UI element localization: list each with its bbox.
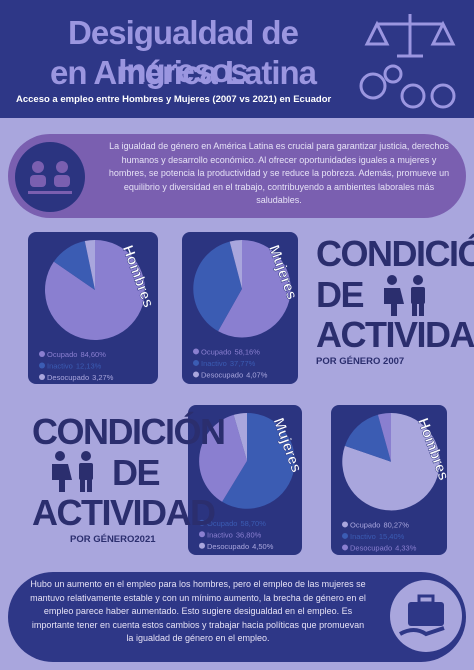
legend-entry: Ocupado 84,60%: [47, 350, 106, 359]
legend-dot: [39, 362, 45, 369]
legend-dot: [39, 351, 45, 357]
pie-slice: [344, 414, 391, 462]
legend-dot: [193, 348, 199, 355]
value-label: 80,27%: [383, 520, 409, 529]
pie-card: Hombres Ocupado 80,27% Inactivo 15,40% Desocu…: [331, 405, 447, 555]
legend-dot: [199, 519, 205, 526]
legend-dot: [342, 544, 348, 551]
heading: ACTIVIDAD: [32, 492, 216, 533]
value-label: 4,33%: [395, 543, 417, 552]
legend-dot: [342, 521, 348, 528]
intro-text: La igualdad de género en América Latina …: [108, 141, 450, 206]
briefcase-icon: [390, 580, 462, 652]
legend-entry: Ocupado 58,70%: [207, 519, 266, 528]
legend-dot: [193, 371, 199, 378]
conclusion-panel: [8, 572, 466, 662]
subtitle: Acceso a empleo entre Hombres y Mujeres …: [16, 94, 332, 105]
value-label: 15,40%: [379, 532, 405, 541]
legend-dot: [199, 542, 205, 549]
heading: DE: [112, 452, 161, 493]
heading: ACTIVIDAD: [316, 314, 474, 355]
pie-slice: [53, 241, 95, 290]
pie-slice: [218, 240, 291, 338]
value-label: 3,27%: [92, 373, 114, 382]
people-icon: [52, 451, 93, 492]
value-label: 37,77%: [230, 359, 256, 368]
value-label: 84,60%: [80, 350, 106, 359]
pie-slice: [222, 413, 295, 509]
equality-icon: [15, 142, 85, 212]
people-icon: [384, 275, 425, 316]
legend-entry: Inactivo 37,77%: [201, 359, 256, 368]
legend-dot: [39, 374, 45, 380]
legend-label: Ocupado: [201, 347, 231, 356]
pie-slice: [233, 413, 247, 461]
pie-card: Hombres Ocupado 84,60% Inactivo 12,13% Desocu…: [28, 232, 158, 384]
scales-icon: [359, 14, 456, 109]
pie-card: Mujeres Ocupado 58,16% Inactivo 37,77% Desocu…: [182, 232, 298, 384]
legend-label: Ocupado: [350, 520, 380, 529]
value-label: 12,13%: [76, 362, 102, 371]
value-label: 36,80%: [236, 530, 262, 539]
legend-label: Inactivo: [201, 359, 227, 368]
legend-label: Inactivo: [207, 530, 233, 539]
legend-label: Inactivo: [350, 532, 376, 541]
value-label: 4,50%: [252, 542, 274, 551]
heading: DE: [316, 274, 365, 315]
pie-slice: [84, 240, 95, 290]
conclusion-text: Hubo un aumento en el empleo para los ho…: [30, 579, 366, 643]
legend-dot: [199, 531, 205, 538]
legend-label: Inactivo: [47, 362, 73, 371]
title: Desigualdad de Ingresos: [68, 14, 299, 89]
legend-entry: Desocupado 3,27%: [47, 373, 114, 382]
heading: CONDICIÓN: [316, 233, 474, 274]
legend-label: Desocupado: [350, 543, 392, 552]
pie-card: Mujeres Ocupado 58,70% Inactivo 36,80% Desocu…: [188, 405, 302, 555]
legend-entry: Ocupado 80,27%: [350, 520, 409, 529]
legend-label: Desocupado: [207, 542, 249, 551]
legend-dot: [342, 532, 348, 539]
heading: CONDICIÓN: [32, 411, 226, 452]
legend-dot: [193, 359, 199, 366]
title: en América Latina: [49, 54, 317, 91]
caption: POR GÉNERO2021: [70, 534, 156, 545]
caption: POR GÉNERO 2007: [316, 356, 405, 367]
legend-entry: Desocupado 4,33%: [350, 543, 417, 552]
legend-entry: Desocupado 4,50%: [207, 542, 274, 551]
legend-entry: Desocupado 4,07%: [201, 370, 268, 379]
legend-entry: Inactivo 15,40%: [350, 532, 405, 541]
legend-entry: Inactivo 12,13%: [47, 362, 102, 371]
legend-label: Ocupado: [47, 350, 77, 359]
legend-label: Ocupado: [207, 519, 237, 528]
value-label: 58,16%: [234, 347, 260, 356]
legend-entry: Ocupado 58,16%: [201, 347, 260, 356]
pie-slice: [199, 414, 247, 502]
header: [0, 0, 474, 118]
value-label: 58,70%: [240, 519, 266, 528]
legend-label: Desocupado: [201, 370, 243, 379]
pie-slice: [377, 413, 391, 462]
pie-slice: [229, 240, 242, 289]
legend-entry: Inactivo 36,80%: [207, 530, 262, 539]
pie-slice: [193, 241, 242, 332]
value-label: 4,07%: [246, 370, 268, 379]
legend-label: Desocupado: [47, 373, 89, 382]
